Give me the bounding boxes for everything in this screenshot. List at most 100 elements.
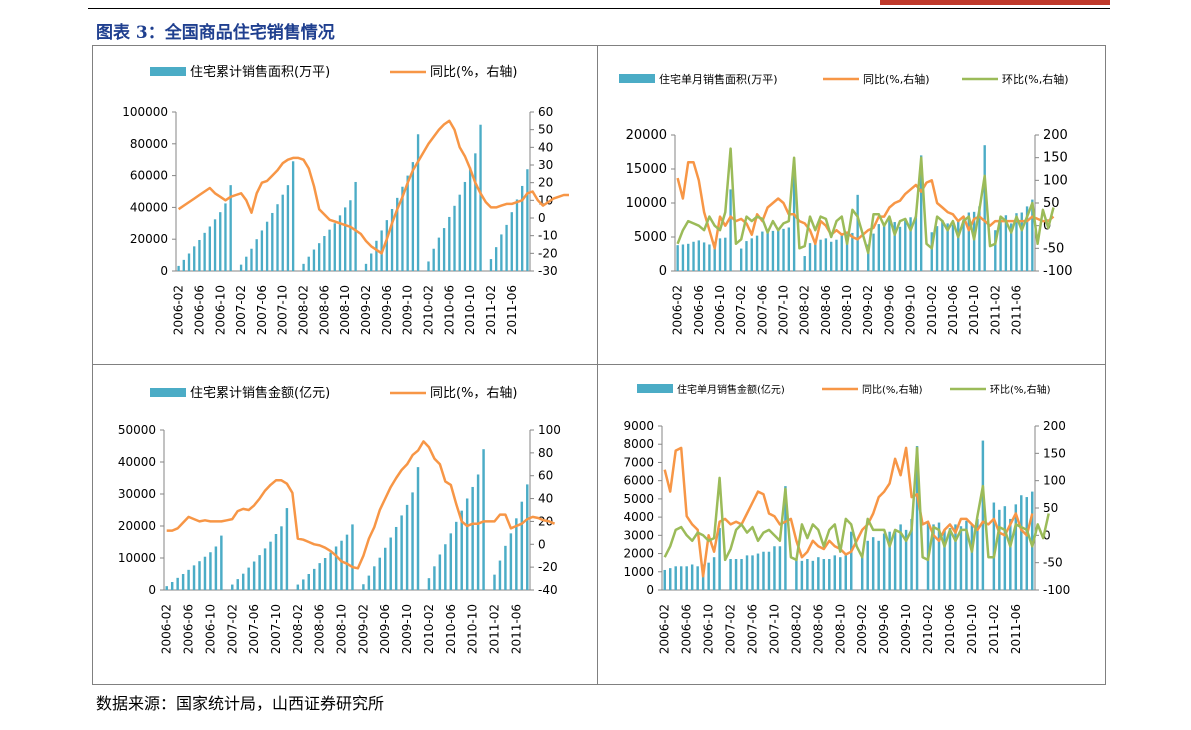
bar — [328, 229, 331, 271]
x-tick-label: 2006-10 — [713, 285, 727, 335]
x-tick-label: 2007-10 — [777, 285, 791, 335]
bar — [521, 185, 524, 271]
bar — [198, 561, 201, 590]
bar — [474, 153, 477, 271]
bar — [401, 186, 404, 271]
bar — [354, 181, 357, 271]
bar — [976, 518, 979, 590]
bar — [808, 243, 812, 271]
bar — [866, 540, 869, 590]
x-tick-label: 2011-02 — [487, 604, 501, 654]
bar — [405, 504, 409, 590]
bar — [787, 227, 791, 271]
bar — [390, 208, 394, 271]
header-rule — [88, 8, 1110, 9]
bar — [176, 577, 179, 590]
bar — [888, 216, 891, 271]
bar — [181, 574, 185, 590]
bar — [334, 546, 338, 590]
bar — [739, 248, 743, 271]
bar — [681, 244, 685, 271]
bar — [263, 548, 267, 590]
x-tick-label: 2008-02 — [798, 285, 812, 335]
bar — [1014, 504, 1018, 590]
x-tick-label: 2009-10 — [904, 285, 918, 335]
bar — [442, 228, 446, 271]
bar — [893, 222, 896, 271]
y-tick-label: 3000 — [623, 528, 654, 542]
legend-label: 同比(%，右轴) — [430, 65, 518, 80]
bar — [427, 578, 431, 590]
bar — [978, 206, 981, 271]
bar — [364, 263, 368, 271]
bar — [687, 243, 690, 271]
bar — [745, 555, 749, 590]
bar — [203, 556, 207, 590]
x-tick-label: 2008-06 — [819, 285, 833, 335]
y2-tick-label: 100 — [1043, 173, 1068, 188]
bar — [498, 560, 502, 590]
bar — [824, 238, 828, 271]
bar — [509, 533, 513, 590]
bar — [994, 230, 997, 271]
y2-tick-label: 60 — [538, 469, 553, 483]
bar — [910, 518, 913, 590]
bar — [245, 256, 248, 271]
bar — [231, 584, 234, 590]
x-tick-label: 2009-06 — [877, 604, 891, 654]
bar — [773, 546, 776, 590]
bar — [449, 533, 453, 590]
y2-tick-label: 40 — [538, 492, 553, 506]
bar — [795, 559, 798, 590]
x-tick-label: 2010-02 — [422, 604, 436, 654]
bar — [856, 194, 859, 271]
y-tick-label: 10000 — [626, 196, 667, 211]
bar — [468, 167, 472, 271]
bar — [482, 449, 485, 590]
y-tick-label: 1000 — [623, 565, 654, 579]
x-tick-label: 2007-06 — [247, 604, 261, 654]
x-tick-label: 2007-02 — [225, 604, 239, 654]
bar — [285, 508, 289, 590]
x-tick-label: 2011-02 — [987, 604, 1001, 654]
x-tick-label: 2010-02 — [421, 285, 435, 335]
y-tick-label: 40000 — [130, 200, 168, 214]
bar — [236, 579, 239, 590]
bar — [962, 219, 965, 271]
legend-label: 环比(%,右轴) — [990, 383, 1051, 396]
x-tick-label: 2007-10 — [767, 604, 781, 654]
header-accent — [880, 0, 1110, 5]
bar — [177, 265, 180, 271]
bar — [247, 567, 250, 590]
y2-tick-label: 40 — [538, 140, 553, 154]
legend-label: 同比(%,右轴) — [862, 383, 923, 396]
bar — [416, 134, 420, 271]
bar — [937, 522, 941, 590]
bar — [455, 521, 458, 590]
x-tick-label: 2011-06 — [1009, 604, 1023, 654]
bar — [219, 212, 222, 271]
y-tick-label: 30000 — [118, 487, 156, 501]
bar — [505, 224, 508, 271]
bar — [329, 552, 332, 590]
bar — [438, 554, 442, 590]
y-tick-label: 100000 — [122, 105, 168, 119]
bar — [713, 241, 716, 271]
bar — [692, 241, 695, 271]
bar — [437, 237, 441, 271]
y-tick-label: 2000 — [623, 547, 654, 561]
y2-tick-label: 100 — [1043, 474, 1066, 488]
x-tick-label: 2006-06 — [182, 604, 196, 654]
x-tick-label: 2006-02 — [658, 604, 672, 654]
bar — [471, 486, 474, 590]
x-tick-label: 2008-02 — [789, 604, 803, 654]
bar — [214, 546, 218, 590]
bar — [526, 169, 529, 271]
bar — [932, 524, 935, 590]
bar — [1031, 199, 1034, 271]
bar — [898, 226, 902, 271]
legend-label: 住宅累计销售面积(万平) — [190, 64, 330, 80]
bar — [777, 230, 780, 271]
